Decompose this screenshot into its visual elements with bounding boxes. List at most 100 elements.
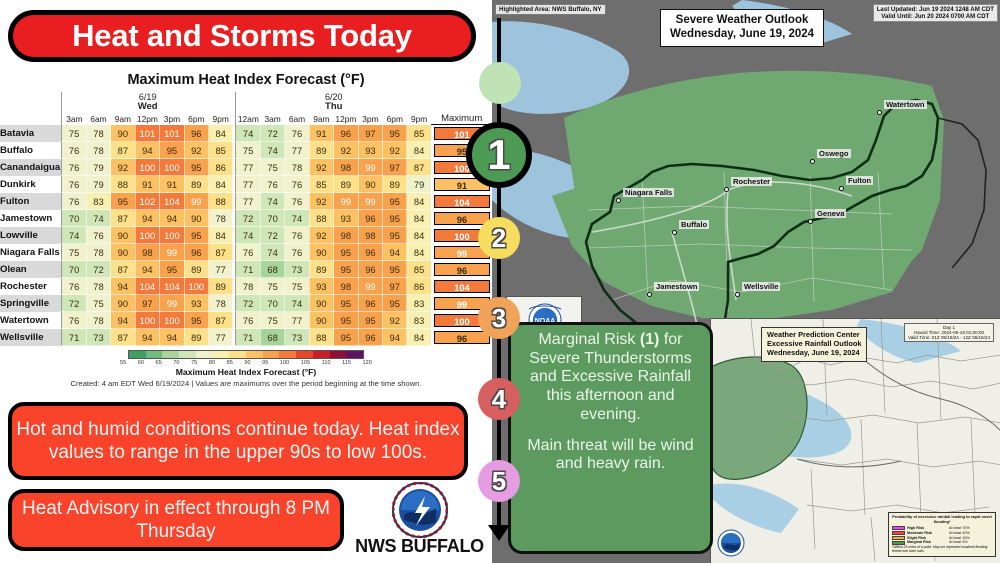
heat-index-cell-wed: 75: [61, 243, 87, 262]
wpc-legend-name: Moderate Risk: [907, 530, 933, 535]
row-day-separator: [232, 294, 236, 312]
heat-index-cell-wed: 86: [208, 158, 234, 177]
heat-index-cell-wed: 95: [110, 192, 136, 211]
heat-index-cell-thu: 99: [333, 192, 359, 211]
heat-index-cell-wed: 98: [134, 243, 161, 262]
row-maximum-cell: 99: [431, 295, 492, 312]
wpc-legend-value: At least 40%: [949, 530, 970, 535]
heat-index-cell-wed: 104: [159, 277, 185, 296]
risk-scale-axis: [497, 18, 501, 534]
color-scale-tick-11: 110: [321, 360, 331, 367]
heat-index-cell-thu: 77: [284, 311, 310, 330]
heat-index-cell-wed: 97: [134, 294, 161, 313]
heat-index-cell-wed: 100: [134, 311, 161, 330]
heat-index-cell-wed: 94: [134, 209, 161, 228]
wpc-noaa-seal-icon: [717, 529, 745, 557]
heat-index-cell-thu: 97: [382, 277, 408, 296]
heat-index-cell-wed: 93: [183, 294, 210, 313]
color-scale-swatch-8: [262, 351, 280, 359]
hour-header-thu-12pm: 12pm: [335, 113, 357, 124]
color-scale-tick-10: 105: [300, 360, 311, 367]
wpc-legend-value: At least 70%: [949, 525, 970, 530]
heat-index-cell-thu: 89: [308, 260, 335, 279]
color-scale-tick-8: 95: [262, 360, 269, 367]
heat-index-cell-thu: 90: [308, 294, 335, 313]
heat-index-cell-wed: 94: [134, 260, 161, 279]
heat-index-cell-thu: 72: [235, 294, 261, 313]
heat-index-cell-thu: 96: [357, 294, 384, 313]
heat-index-cell-thu: 74: [259, 243, 286, 262]
heat-index-cell-wed: 76: [85, 226, 112, 245]
color-scale-swatch-13: [346, 351, 364, 359]
heat-index-cell-wed: 101: [134, 124, 161, 143]
wpc-legend-swatch: [892, 535, 905, 540]
wpc-title-line1: Weather Prediction Center: [767, 330, 860, 339]
heat-index-cell-thu: 70: [259, 209, 286, 228]
hour-header-thu-6am: 6am: [288, 113, 306, 124]
heat-index-cell-thu: 89: [308, 141, 335, 160]
heat-index-cell-thu: 94: [382, 243, 408, 262]
heat-index-cell-wed: 101: [159, 124, 185, 143]
heat-index-cell-thu: 95: [382, 260, 408, 279]
callout-threat-line: Main threat will be wind and heavy rain.: [527, 436, 694, 473]
row-location-name: Wellsville: [0, 328, 62, 346]
last-updated-box: Last Updated: Jun 19 2024 1248 AM CDT Va…: [872, 4, 998, 22]
color-scale-swatch-4: [195, 351, 213, 359]
row-maximum-value: 96: [433, 262, 490, 276]
risk-level-5: 5: [478, 460, 520, 502]
wpc-issued-time: Issued Time: 2024-06-19 01:00:00: [914, 330, 985, 335]
color-scale-swatch-11: [312, 351, 330, 359]
heat-index-cell-thu: 77: [235, 158, 261, 177]
message-advisory-text: Heat Advisory in effect through 8 PM Thu…: [21, 497, 331, 542]
heat-index-cell-thu: 98: [333, 226, 359, 245]
nws-logo-text: NWS BUFFALO: [355, 536, 484, 556]
hour-header-thu-6pm: 6pm: [386, 113, 403, 124]
city-label-rochester: Rochester: [731, 177, 773, 186]
heat-index-cell-wed: 90: [183, 209, 210, 228]
table-row: Buffalo 76 78 87 94 95 92 85 75 74 77 89 92 93 92 84 95: [0, 141, 492, 160]
heat-index-cell-thu: 98: [333, 277, 359, 296]
heat-index-cell-thu: 76: [235, 243, 261, 262]
color-scale-tick-6: 85: [226, 360, 233, 367]
callout-risk-post: for Severe Thunderstorms and Excessive R…: [529, 331, 692, 423]
heat-index-cell-thu: 68: [259, 260, 286, 279]
nws-logo: NWS BUFFALO: [352, 481, 487, 558]
row-location-name: Buffalo: [0, 144, 34, 156]
hour-header-wed-6am: 6am: [90, 113, 107, 124]
row-day-separator: [232, 260, 236, 278]
max-column-header: Maximum: [431, 113, 492, 126]
row-day-separator: [232, 175, 236, 193]
table-head: 6/19 Wed 6/20 Thu 3am 6am 9am 12pm 3pm 6pm 9pm…: [0, 92, 492, 126]
color-scale-swatch-2: [162, 351, 180, 359]
wpc-title-line2: Excessive Rainfall Outlook: [767, 338, 862, 348]
row-day-separator: [232, 226, 236, 244]
heat-index-cell-thu: 77: [235, 175, 261, 194]
wpc-legend-title: Probability of excessive rainfall leadin…: [892, 514, 992, 524]
row-location-name: Batavia: [0, 124, 62, 142]
heat-index-cell-thu: 72: [235, 209, 261, 228]
heat-index-cell-thu: 92: [308, 226, 335, 245]
heat-index-cell-thu: 88: [308, 328, 335, 347]
outlook-title-line2: Wednesday, June 19, 2024: [670, 27, 815, 40]
city-label-oswego: Oswego: [817, 149, 851, 158]
heat-index-cell-thu: 93: [357, 141, 384, 160]
heat-index-cell-thu: 99: [357, 158, 384, 177]
table-row: Springville 72 75 90 97 99 93 78 72 70 74 90 95 96 95 8…: [0, 294, 492, 313]
heat-index-cell-thu: 95: [333, 260, 359, 279]
heat-index-cell-thu: 95: [382, 226, 408, 245]
heat-index-cell-thu: 77: [284, 141, 310, 160]
heat-index-cell-thu: 75: [259, 311, 286, 330]
city-label-jamestown: Jamestown: [654, 282, 700, 291]
heat-index-cell-thu: 92: [308, 192, 335, 211]
heat-index-cell-thu: 74: [284, 294, 310, 313]
heat-index-cell-thu: 84: [406, 226, 432, 245]
daygroup-wed-weekday: Wed: [137, 101, 158, 113]
heat-index-cell-wed: 102: [134, 192, 161, 211]
heat-index-cell-thu: 94: [382, 328, 408, 347]
heat-index-cell-thu: 95: [382, 294, 408, 313]
row-maximum-value: 104: [433, 279, 490, 293]
heat-index-cell-wed: 95: [159, 260, 185, 279]
green-callout-box: Marginal Risk (1) for Severe Thunderstor…: [508, 322, 713, 554]
color-scale-swatch-6: [229, 351, 247, 359]
heat-index-cell-thu: 93: [308, 277, 335, 296]
